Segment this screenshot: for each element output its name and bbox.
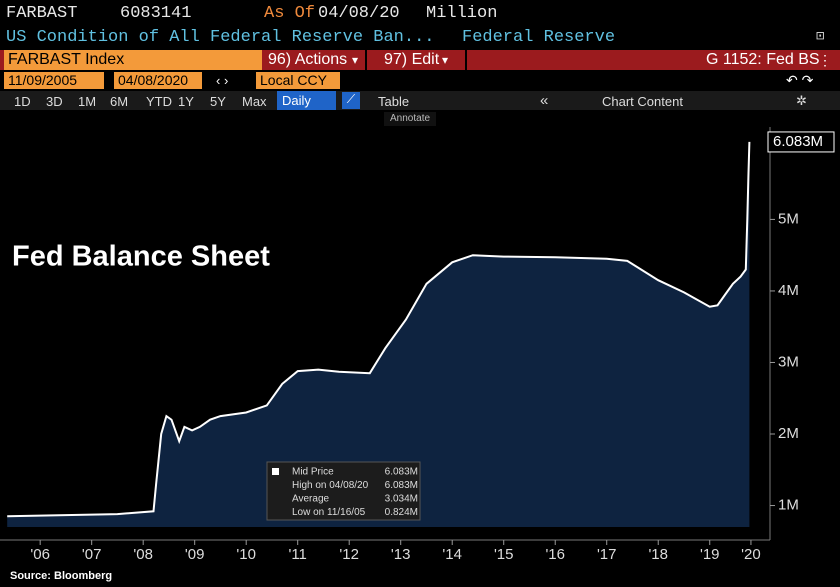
source: Source: Bloomberg	[10, 570, 112, 582]
stats-label: Low on 11/16/05	[292, 507, 366, 518]
unit: Million	[426, 4, 498, 23]
separator	[365, 50, 367, 70]
stats-box	[266, 461, 421, 521]
stats-label: High on 04/08/20	[292, 480, 369, 491]
period-button[interactable]: 1Y	[178, 94, 194, 109]
currency[interactable]: Local CCY	[256, 72, 340, 89]
chart-icon[interactable]: ⟋	[342, 92, 360, 109]
separator	[465, 50, 467, 70]
table-button[interactable]: Table	[378, 94, 410, 109]
stats-swatch	[272, 468, 279, 475]
period-button[interactable]: 1M	[78, 94, 97, 109]
stats-value: 0.824M	[385, 507, 418, 518]
period-bar	[0, 91, 840, 110]
x-tick-label: '19	[700, 546, 720, 563]
menu-icon[interactable]: ⋮	[818, 52, 832, 68]
y-tick-label: 3M	[778, 353, 799, 370]
function: G 1152: Fed BS	[706, 51, 820, 68]
period-button[interactable]: YTD	[146, 94, 172, 109]
chart: Fed Balance Sheet Source: Bloomberg 1M 2M…	[0, 127, 835, 582]
period-button[interactable]: 5Y	[210, 94, 226, 109]
frequency[interactable]: Daily	[277, 91, 336, 110]
stats-value: 6.083M	[385, 480, 418, 491]
dropdown-arrow: ▾	[352, 53, 359, 67]
nav-arrows[interactable]: ‹ ›	[216, 73, 229, 88]
stats-label: Average	[292, 494, 330, 505]
period-button[interactable]: 6M	[110, 94, 129, 109]
settings[interactable]: ✲	[796, 93, 807, 108]
end-date[interactable]: 04/08/2020	[114, 72, 202, 89]
x-tick-label: '07	[82, 546, 102, 563]
last-price-label: 6.083M	[773, 133, 823, 150]
x-tick-label: '12	[339, 546, 359, 563]
y-tick-label: 1M	[778, 497, 799, 514]
x-tick-label: '18	[648, 546, 668, 563]
actions-menu[interactable]: 96) Actions	[268, 51, 348, 68]
x-tick-label: '09	[185, 546, 205, 563]
x-tick-label: '15	[494, 546, 514, 563]
annotate[interactable]: Annotate	[384, 112, 437, 126]
stats-label: Mid Price	[292, 467, 334, 478]
ticker: FARBAST	[6, 4, 78, 23]
stats-value: 3.034M	[385, 494, 418, 505]
x-tick-label: '06	[30, 546, 50, 563]
y-tick-label: 5M	[778, 210, 799, 227]
stats-value: 6.083M	[385, 467, 418, 478]
collapse[interactable]: «	[540, 92, 549, 109]
period-button[interactable]: 1D	[14, 94, 31, 109]
x-tick-label: '17	[597, 546, 617, 563]
x-tick-label: '14	[442, 546, 462, 563]
x-tick-label: '10	[236, 546, 256, 563]
edit-menu[interactable]: 97) Edit	[384, 51, 440, 68]
last-price-box	[767, 131, 835, 153]
chart-title: Fed Balance Sheet	[12, 241, 270, 273]
as-of-date: 04/08/20	[318, 4, 400, 23]
x-tick-label: '16	[545, 546, 565, 563]
security[interactable]: FARBAST Index	[4, 50, 262, 70]
source-name: Federal Reserve	[462, 28, 616, 47]
undo-redo[interactable]: ↶ ↷	[786, 72, 814, 88]
period-button[interactable]: 3D	[46, 94, 63, 109]
x-tick-label: '20	[741, 546, 761, 563]
line	[7, 141, 751, 518]
dropdown-arrow: ▾	[442, 53, 449, 67]
as-of-label: As Of	[264, 4, 316, 23]
chart-content[interactable]: Chart Content	[602, 94, 683, 109]
y-tick-label: 4M	[778, 282, 799, 299]
x-tick-label: '13	[391, 546, 411, 563]
header-value: 6083141	[120, 4, 192, 23]
x-tick-label: '11	[288, 546, 306, 563]
y-tick-label: 2M	[778, 425, 799, 442]
period-button[interactable]: Max	[242, 94, 267, 109]
start-date[interactable]: 11/09/2005	[4, 72, 104, 89]
x-tick-label: '08	[133, 546, 153, 563]
icon[interactable]: ⊡	[816, 29, 825, 45]
description: US Condition of All Federal Reserve Ban.…	[6, 28, 435, 47]
